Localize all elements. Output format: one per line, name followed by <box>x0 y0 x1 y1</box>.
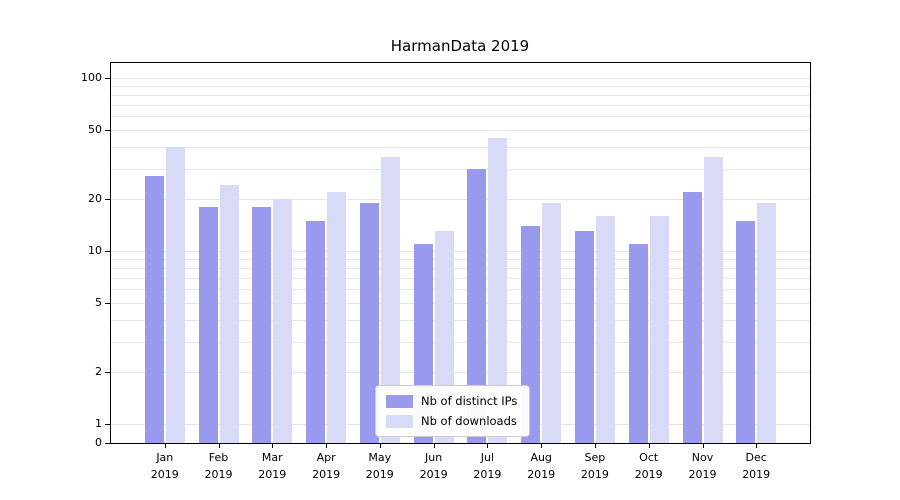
gridline-7 <box>111 277 810 279</box>
xtick-label-may: May 2019 <box>365 451 394 481</box>
xtick-mark-jul <box>487 444 489 448</box>
gridline-20 <box>111 198 810 200</box>
xtick-mark-nov <box>702 444 704 448</box>
ytick-mark-0 <box>105 443 110 444</box>
legend-item-downloads: Nb of downloads <box>386 414 517 428</box>
ytick-label-20: 20 <box>88 191 102 205</box>
bar-nb-of-downloads-oct <box>649 215 669 443</box>
gridline-50 <box>111 130 810 132</box>
bar-nb-of-downloads-may <box>380 156 400 443</box>
xtick-mark-dec <box>756 444 758 448</box>
xtick-label-oct: Oct 2019 <box>634 451 663 481</box>
xtick-mark-jun <box>433 444 435 448</box>
bar-nb-of-downloads-jan <box>165 146 185 443</box>
ytick-label-2: 2 <box>95 364 102 378</box>
xtick-mark-sep <box>594 444 596 448</box>
gridline-8 <box>111 267 810 269</box>
chart-title: HarmanData 2019 <box>390 37 530 55</box>
gridline-10 <box>111 251 810 252</box>
xtick-label-jul: Jul 2019 <box>473 451 502 481</box>
legend-swatch-downloads <box>386 414 413 428</box>
gridline-60 <box>111 116 810 118</box>
xtick-mark-apr <box>326 444 328 448</box>
ytick-mark-100 <box>105 78 110 79</box>
bar-nb-of-distinct-ips-dec <box>736 220 756 443</box>
legend-label-distinct-ips: Nb of distinct IPs <box>421 394 518 408</box>
gridline-90 <box>111 85 810 87</box>
bar-nb-of-downloads-nov <box>703 156 723 443</box>
gridline-80 <box>111 94 810 96</box>
plot-area: Nb of distinct IPs Nb of downloads <box>110 62 811 444</box>
bar-nb-of-distinct-ips-jan <box>144 176 164 443</box>
ytick-mark-5 <box>105 303 110 305</box>
bar-nb-of-distinct-ips-jul <box>467 168 487 443</box>
gridline-70 <box>111 104 810 106</box>
ytick-mark-10 <box>105 251 110 252</box>
xtick-label-jun: Jun 2019 <box>419 451 448 481</box>
xtick-label-sep: Sep 2019 <box>580 451 609 481</box>
gridline-2 <box>111 371 810 373</box>
ytick-mark-1 <box>105 424 110 425</box>
legend-item-distinct-ips: Nb of distinct IPs <box>386 394 517 408</box>
xtick-mark-aug <box>541 444 543 448</box>
xtick-label-jan: Jan 2019 <box>150 451 179 481</box>
legend: Nb of distinct IPs Nb of downloads <box>375 385 531 437</box>
ytick-label-1: 1 <box>95 417 102 430</box>
bar-nb-of-downloads-feb <box>219 185 239 443</box>
gridline-9 <box>111 258 810 260</box>
ytick-mark-50 <box>105 130 110 132</box>
ytick-label-0: 0 <box>95 436 102 449</box>
xtick-label-aug: Aug 2019 <box>527 451 556 481</box>
xtick-label-mar: Mar 2019 <box>258 451 287 481</box>
ytick-mark-20 <box>105 198 110 200</box>
ytick-label-10: 10 <box>88 244 102 257</box>
xtick-label-nov: Nov 2019 <box>688 451 717 481</box>
legend-swatch-distinct-ips <box>386 394 413 408</box>
xtick-mark-oct <box>648 444 650 448</box>
gridline-3 <box>111 341 810 343</box>
ytick-mark-2 <box>105 371 110 373</box>
ytick-label-100: 100 <box>81 71 102 84</box>
ytick-label-5: 5 <box>95 296 102 310</box>
bar-nb-of-downloads-jul <box>488 138 508 443</box>
gridline-5 <box>111 303 810 305</box>
ytick-label-50: 50 <box>88 123 102 137</box>
xtick-label-feb: Feb 2019 <box>204 451 233 481</box>
xtick-mark-feb <box>218 444 220 448</box>
xtick-label-dec: Dec 2019 <box>742 451 771 481</box>
gridline-4 <box>111 319 810 321</box>
bar-nb-of-downloads-apr <box>327 191 347 443</box>
legend-label-downloads: Nb of downloads <box>421 414 517 428</box>
bar-nb-of-downloads-mar <box>273 198 293 443</box>
bar-nb-of-downloads-dec <box>757 202 777 443</box>
bar-nb-of-distinct-ips-may <box>359 202 379 443</box>
xtick-mark-jan <box>164 444 166 448</box>
gridline-40 <box>111 146 810 148</box>
bar-nb-of-distinct-ips-apr <box>306 220 326 443</box>
bar-nb-of-distinct-ips-sep <box>574 231 594 443</box>
xtick-label-apr: Apr 2019 <box>312 451 341 481</box>
bar-nb-of-distinct-ips-nov <box>682 191 702 443</box>
gridline-30 <box>111 168 810 170</box>
bar-nb-of-distinct-ips-mar <box>252 206 272 443</box>
xtick-mark-mar <box>272 444 274 448</box>
bar-nb-of-downloads-aug <box>542 202 562 443</box>
xtick-mark-may <box>379 444 381 448</box>
gridline-6 <box>111 289 810 291</box>
bar-nb-of-distinct-ips-feb <box>198 206 218 443</box>
gridline-100 <box>111 78 810 79</box>
bar-nb-of-distinct-ips-oct <box>628 243 648 443</box>
bar-nb-of-downloads-sep <box>595 215 615 443</box>
